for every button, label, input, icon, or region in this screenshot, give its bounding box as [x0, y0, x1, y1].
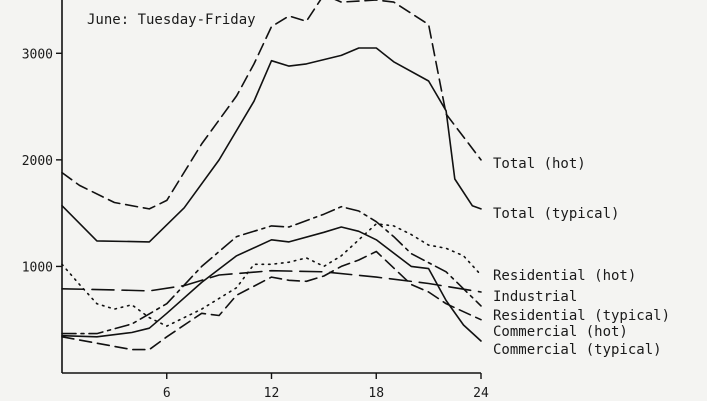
- series-labels: Total (hot) Total (typical) Residential (h…: [493, 156, 670, 358]
- x-tick-label: 12: [264, 386, 280, 401]
- x-tick-label: 6: [163, 386, 171, 401]
- series-label-6: Commercial (hot): [493, 324, 628, 340]
- series-line-6: [61, 250, 482, 351]
- series-label-2: Total (typical): [493, 206, 619, 222]
- series-label-4: Industrial: [493, 289, 577, 305]
- series-label-7: Commercial (typical): [493, 342, 662, 358]
- series-label-3: Residential (hot): [493, 268, 636, 284]
- series-label-1: Total (hot): [493, 156, 586, 172]
- series-line-1: [61, 0, 482, 210]
- x-tick-label: 24: [473, 386, 489, 401]
- series-line-3: [61, 223, 482, 327]
- y-tick-label: 2000: [22, 154, 53, 169]
- series-line-2: [61, 47, 482, 243]
- chart-title: June: Tuesday-Friday: [87, 12, 256, 28]
- series-line-5: [61, 205, 482, 335]
- y-tick-label: 1000: [22, 260, 53, 275]
- x-tick-label: 18: [368, 386, 384, 401]
- series-line-7: [61, 226, 482, 342]
- series-line-4: [61, 269, 482, 293]
- y-tick-label: 3000: [22, 47, 53, 62]
- series-lines: [61, 0, 482, 351]
- series-label-5: Residential (typical): [493, 308, 670, 324]
- axes: 1000 2000 3000 6 12 18 24: [22, 0, 489, 401]
